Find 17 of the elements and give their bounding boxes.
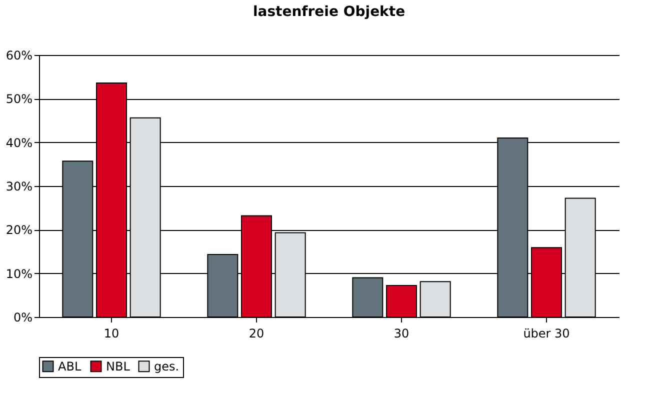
x-tick-label: 10 [104,326,120,340]
y-tick-label: 60% [6,48,32,62]
legend-label: ges. [154,359,180,374]
legend-label: NBL [106,359,130,374]
y-tick-label: 0% [13,310,32,324]
x-tick-label: 20 [248,326,264,340]
y-tick-label: 30% [6,180,32,194]
y-tick-label: 10% [6,266,32,281]
y-tick-label: 50% [6,92,32,106]
y-tick-label: 40% [6,136,32,150]
x-tick-label: 30 [394,326,410,340]
y-tick-label: 20% [6,223,32,238]
legend-label: ABL [58,359,82,374]
bar [420,281,451,318]
bar [352,277,384,318]
chart-title: lastenfreie Objekte [252,4,406,20]
x-tick-label: über 30 [523,326,570,340]
